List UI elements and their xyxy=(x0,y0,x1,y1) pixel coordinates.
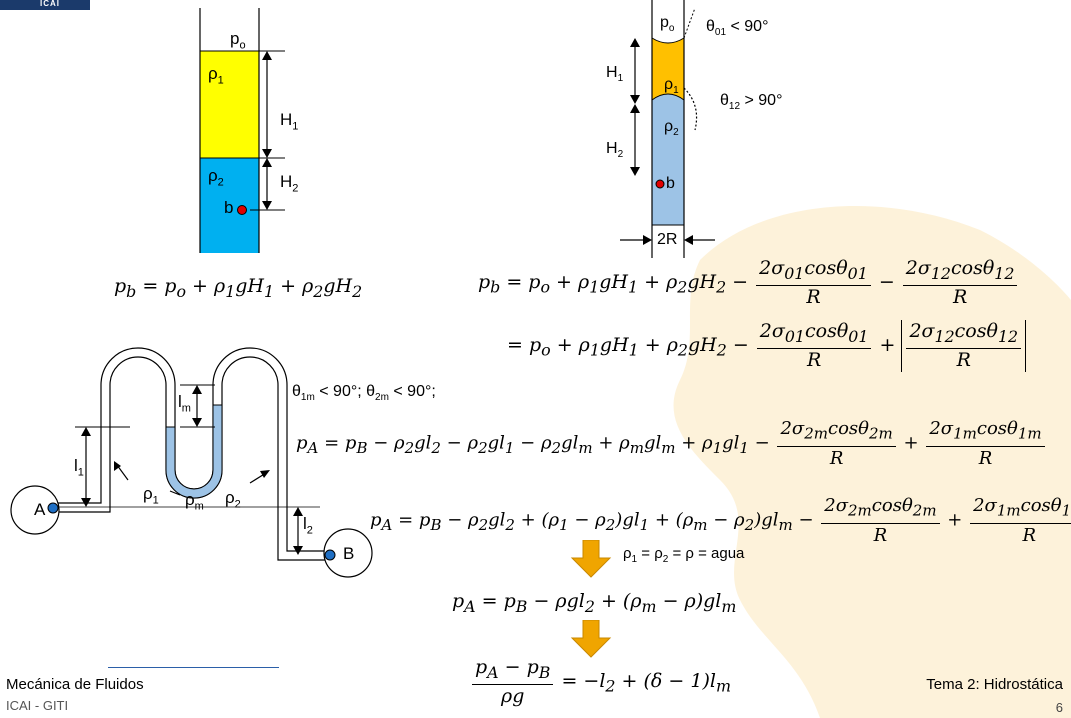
eq-fig2-line1: pb = po + ρ1gH1 + ρ2gH2 − 2σ01cosθ01 R − … xyxy=(478,257,1019,309)
fig3-label-lm: lm xyxy=(178,392,191,415)
down-arrow-icon xyxy=(570,620,612,658)
fig2-point-b xyxy=(655,179,665,189)
fig2-label-H2: H2 xyxy=(606,140,624,161)
logo: ICAI xyxy=(0,0,90,10)
eq-simplified: pA = pB − ρgl2 + (ρm − ρ)glm xyxy=(452,590,737,616)
fig3-label-A: A xyxy=(34,500,46,519)
eq-A-line2: pA = pB − ρ2gl2 + (ρ1 − ρ2)gl1 + (ρm − ρ… xyxy=(370,494,1071,547)
fig1-label-po: po xyxy=(230,29,246,52)
eq-final: pA − pB ρg = −l2 + (δ − 1)lm xyxy=(470,656,731,708)
eq-fig1: pb = po + ρ1gH1 + ρ2gH2 xyxy=(114,275,363,301)
footer-institution: ICAI - GITI xyxy=(6,698,69,713)
assumption-text: ρ1 = ρ2 = ρ = agua xyxy=(623,545,745,565)
fig1-fluid2 xyxy=(200,158,259,253)
fig1-label-rho2: ρ2 xyxy=(208,166,224,189)
fig3-label-B: B xyxy=(343,544,355,563)
fig1-fluid1 xyxy=(200,51,259,158)
fig3-label-rho1: ρ1 xyxy=(143,484,159,507)
fig2-label-theta12: θ12 > 90° xyxy=(720,92,783,113)
fig1-label-H1: H1 xyxy=(280,110,299,133)
fig3-label-l2: l2 xyxy=(303,514,313,537)
fig2-label-2R: 2R xyxy=(657,231,678,248)
fig1-label-rho1: ρ1 xyxy=(208,64,224,87)
fig1-point-b xyxy=(237,205,247,215)
down-arrow-icon xyxy=(570,540,612,578)
fig2-label-rho1: ρ1 xyxy=(664,76,679,97)
fig3-label-l1: l1 xyxy=(74,456,84,479)
fig3-manometer-diagram xyxy=(10,347,373,578)
page-number: 6 xyxy=(1055,700,1063,715)
fig1-tube-diagram xyxy=(199,8,285,253)
fig2-capillary-diagram xyxy=(620,0,715,258)
footer-topic: Tema 2: Hidrostática xyxy=(926,676,1063,693)
fig3-label-rho2: ρ2 xyxy=(225,488,241,511)
footer-course: Mecánica de Fluidos xyxy=(6,676,144,693)
eq-fig2-line2: = po + ρ1gH1 + ρ2gH2 − 2σ01cosθ01 R + 2σ1… xyxy=(507,320,1027,372)
footer-divider xyxy=(108,667,279,668)
fig2-label-b: b xyxy=(666,175,675,192)
fig2-label-rho2: ρ2 xyxy=(664,118,679,139)
angles-condition: θ1m < 90°; θ2m < 90°; xyxy=(292,383,436,404)
fig3-label-rhom: ρm xyxy=(185,490,204,513)
fig1-label-b: b xyxy=(224,198,234,217)
fig1-label-H2: H2 xyxy=(280,172,299,195)
eq-A-line1: pA = pB − ρ2gl2 − ρ2gl1 − ρ2glm + ρmglm … xyxy=(296,417,1047,470)
fig2-label-H1: H1 xyxy=(606,64,624,85)
fig2-label-po: po xyxy=(660,14,675,35)
fig2-label-theta01: θ01 < 90° xyxy=(706,18,769,39)
